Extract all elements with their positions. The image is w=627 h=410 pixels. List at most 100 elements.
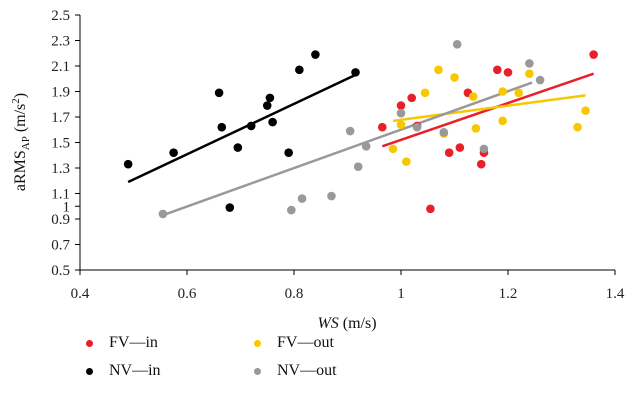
y-axis-label-sup: 2	[10, 98, 22, 104]
y-tick-label: 0.7	[51, 238, 70, 254]
point-fv-in	[589, 50, 598, 59]
point-fv-in	[444, 148, 454, 157]
legend-item-nv-in: NV—in	[86, 362, 161, 380]
x-tick-label: 0.6	[178, 286, 197, 302]
x-axis-label-unit: (m/s)	[339, 315, 377, 332]
point-nv-in	[295, 65, 304, 75]
legend-label-fv-in: FV—in	[109, 334, 158, 351]
point-nv-out	[345, 126, 355, 136]
point-nv-out	[353, 162, 363, 172]
legend-marker-nv-out	[254, 367, 261, 375]
point-fv-out	[388, 144, 398, 154]
point-fv-in	[377, 122, 387, 132]
point-nv-in	[233, 143, 243, 152]
y-tick-label: 1	[63, 199, 71, 215]
y-tick-label: 1.3	[51, 161, 70, 177]
x-tick-label: 0.8	[285, 286, 304, 302]
point-fv-in	[407, 93, 417, 103]
point-nv-out	[535, 75, 545, 85]
point-fv-in	[396, 101, 406, 110]
x-tick-label: 1	[397, 286, 405, 302]
x-axis-label-italic: WS	[317, 315, 338, 332]
point-fv-out	[581, 106, 590, 115]
y-tick-label: 0.5	[51, 263, 70, 279]
point-nv-out	[479, 144, 489, 154]
point-nv-out	[158, 209, 168, 219]
point-fv-in	[426, 204, 435, 214]
point-nv-in	[246, 121, 256, 131]
y-axis-label-unit: (m/s	[12, 104, 29, 136]
plot-area	[123, 40, 598, 219]
point-nv-out	[287, 205, 296, 215]
point-fv-out	[434, 65, 443, 75]
legend-item-fv-out: FV—out	[254, 334, 334, 352]
legend-label-fv-out: FV—out	[277, 334, 334, 351]
legend-marker-nv-in	[86, 367, 93, 375]
trendline-fv-out	[392, 94, 586, 123]
point-fv-out	[471, 124, 481, 133]
y-tick-label: 0.9	[51, 212, 70, 228]
point-fv-out	[498, 87, 507, 96]
point-fv-out	[420, 88, 430, 98]
x-tick-label: 1.2	[499, 286, 518, 302]
point-nv-in	[262, 101, 272, 110]
y-tick-label: 2.1	[51, 59, 70, 75]
x-tick-label: 0.4	[71, 286, 90, 302]
y-tick-label: 1.9	[51, 85, 70, 101]
point-nv-out	[297, 194, 307, 203]
point-nv-out	[525, 59, 534, 68]
point-nv-in	[214, 88, 224, 98]
point-nv-in	[225, 203, 235, 212]
trendline-nv-in	[127, 73, 357, 184]
legend: FV—in FV—out NV—in NV—out	[80, 326, 500, 406]
point-fv-out	[396, 120, 406, 129]
y-tick-label: 2.5	[51, 8, 70, 24]
point-fv-out	[498, 116, 507, 126]
point-nv-in	[311, 50, 320, 59]
point-fv-out	[402, 157, 411, 166]
point-fv-in	[493, 65, 502, 75]
point-nv-in	[351, 68, 360, 77]
point-fv-in	[503, 68, 513, 77]
x-axis-ticks: 0.4 0.6 0.8 1 1.2 1.4	[71, 270, 625, 302]
y-tick-label: 1.7	[51, 110, 70, 126]
point-nv-out	[396, 108, 406, 118]
point-fv-out	[468, 92, 478, 101]
legend-item-fv-in: FV—in	[86, 334, 158, 352]
legend-marker-fv-in	[86, 339, 93, 347]
point-nv-out	[452, 40, 462, 49]
y-axis-label-sub: AP	[20, 136, 32, 150]
legend-item-nv-out: NV—out	[254, 362, 337, 380]
point-nv-in	[123, 159, 133, 169]
y-axis-label-close: )	[12, 93, 29, 98]
y-axis-ticks: 0.5 0.7 0.911.1 1.3 1.5 1.7 1.9 2.1 2.3 2.5	[51, 8, 80, 279]
trendline-fv-in	[381, 72, 595, 148]
point-fv-out	[573, 122, 582, 132]
point-nv-in	[265, 93, 275, 103]
x-axis-label: WS (m/s)	[317, 315, 376, 332]
legend-label-nv-in: NV—in	[109, 362, 161, 379]
point-nv-in	[169, 148, 178, 157]
point-fv-in	[455, 143, 465, 152]
point-nv-out	[327, 191, 336, 201]
point-nv-out	[361, 142, 371, 151]
point-nv-in	[217, 122, 227, 132]
point-fv-out	[525, 69, 534, 78]
y-tick-label: 1.1	[51, 187, 70, 203]
legend-marker-fv-out	[254, 339, 261, 347]
legend-label-nv-out: NV—out	[277, 362, 337, 379]
y-tick-label: 2.3	[51, 34, 70, 50]
y-axis-label-main: aRMS	[12, 150, 29, 191]
point-nv-in	[268, 117, 277, 127]
y-tick-label: 1.5	[51, 136, 70, 152]
x-tick-label: 1.4	[606, 286, 625, 302]
point-fv-out	[450, 73, 459, 82]
point-nv-out	[412, 122, 422, 132]
point-fv-out	[514, 88, 523, 98]
point-nv-out	[439, 128, 449, 137]
point-fv-in	[476, 159, 486, 169]
trendline-nv-out	[162, 81, 533, 217]
y-axis-label: aRMSAP (m/s2)	[10, 93, 32, 191]
point-nv-in	[284, 148, 293, 157]
